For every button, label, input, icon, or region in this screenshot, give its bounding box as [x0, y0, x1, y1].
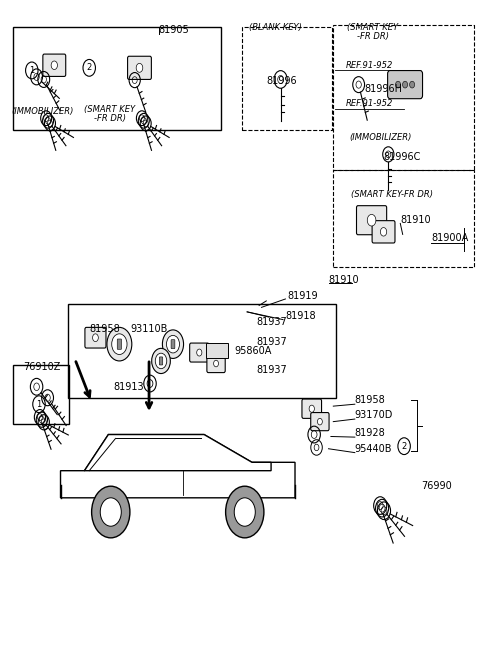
Text: -FR DR): -FR DR): [357, 32, 389, 41]
Text: 81996H: 81996H: [364, 84, 402, 94]
Circle shape: [107, 327, 132, 361]
FancyBboxPatch shape: [159, 357, 163, 365]
FancyBboxPatch shape: [388, 71, 422, 99]
Text: (BLANK KEY): (BLANK KEY): [250, 23, 302, 32]
Circle shape: [234, 498, 255, 526]
Text: 81958: 81958: [355, 395, 385, 404]
Circle shape: [92, 486, 130, 538]
Text: 81928: 81928: [355, 428, 385, 438]
Circle shape: [136, 63, 143, 72]
Bar: [333, 25, 474, 170]
Circle shape: [112, 334, 127, 355]
FancyBboxPatch shape: [171, 340, 175, 349]
Text: 81958: 81958: [89, 324, 120, 334]
Text: REF.91-952: REF.91-952: [346, 61, 393, 70]
FancyBboxPatch shape: [85, 327, 106, 348]
Circle shape: [380, 228, 387, 236]
Circle shape: [155, 353, 167, 369]
Text: 81996: 81996: [266, 76, 297, 87]
Text: (IMMOBILIZER): (IMMOBILIZER): [12, 107, 74, 116]
FancyBboxPatch shape: [206, 343, 228, 358]
Text: REF.91-952: REF.91-952: [346, 100, 393, 109]
FancyBboxPatch shape: [357, 206, 387, 235]
Circle shape: [309, 405, 314, 412]
FancyBboxPatch shape: [311, 413, 329, 431]
Text: 81913: 81913: [113, 382, 144, 392]
Text: 93110B: 93110B: [130, 324, 168, 334]
Circle shape: [162, 330, 183, 358]
Circle shape: [367, 214, 376, 226]
Text: 1: 1: [29, 66, 35, 75]
Text: 95440B: 95440B: [355, 444, 392, 454]
Text: 81937: 81937: [257, 317, 288, 327]
Text: 93170D: 93170D: [355, 410, 393, 420]
Text: (IMMOBILIZER): (IMMOBILIZER): [349, 133, 411, 142]
Circle shape: [51, 61, 58, 69]
FancyBboxPatch shape: [302, 399, 322, 419]
FancyBboxPatch shape: [117, 339, 121, 349]
Circle shape: [409, 82, 415, 88]
FancyBboxPatch shape: [190, 343, 209, 362]
Circle shape: [396, 82, 400, 88]
Text: 2: 2: [401, 442, 407, 451]
Bar: [12, 366, 69, 424]
Text: 81910: 81910: [400, 215, 431, 225]
FancyBboxPatch shape: [43, 54, 66, 76]
Circle shape: [93, 334, 98, 342]
Text: 81996C: 81996C: [384, 152, 421, 162]
Text: 81905: 81905: [158, 25, 190, 35]
Circle shape: [317, 419, 323, 425]
Polygon shape: [84, 435, 271, 471]
Circle shape: [100, 498, 121, 526]
Text: 81937: 81937: [257, 336, 288, 347]
Circle shape: [197, 349, 202, 356]
Text: 76910Z: 76910Z: [24, 362, 61, 373]
Bar: [68, 304, 336, 398]
Text: 95860A: 95860A: [234, 346, 272, 356]
Circle shape: [214, 360, 218, 367]
Polygon shape: [60, 435, 295, 498]
Bar: [12, 27, 221, 130]
Text: 2: 2: [86, 63, 92, 72]
Text: 76990: 76990: [421, 481, 452, 491]
Text: (SMART KEY-FR DR): (SMART KEY-FR DR): [351, 190, 433, 199]
Circle shape: [403, 82, 408, 88]
Circle shape: [152, 348, 170, 373]
Text: 81937: 81937: [257, 365, 288, 375]
Text: -FR DR): -FR DR): [94, 114, 126, 123]
Text: 81918: 81918: [286, 311, 316, 321]
Text: 1: 1: [36, 400, 42, 409]
Bar: [242, 27, 332, 130]
Bar: [333, 170, 474, 267]
Text: (SMART KEY: (SMART KEY: [84, 105, 135, 114]
Text: 81900A: 81900A: [432, 234, 468, 243]
Text: 81910: 81910: [328, 274, 359, 285]
Circle shape: [226, 486, 264, 538]
FancyBboxPatch shape: [128, 56, 151, 80]
FancyBboxPatch shape: [207, 355, 225, 373]
Text: (SMART KEY: (SMART KEY: [348, 23, 398, 32]
Text: 81919: 81919: [288, 291, 318, 301]
Circle shape: [167, 335, 180, 353]
FancyBboxPatch shape: [372, 221, 395, 243]
